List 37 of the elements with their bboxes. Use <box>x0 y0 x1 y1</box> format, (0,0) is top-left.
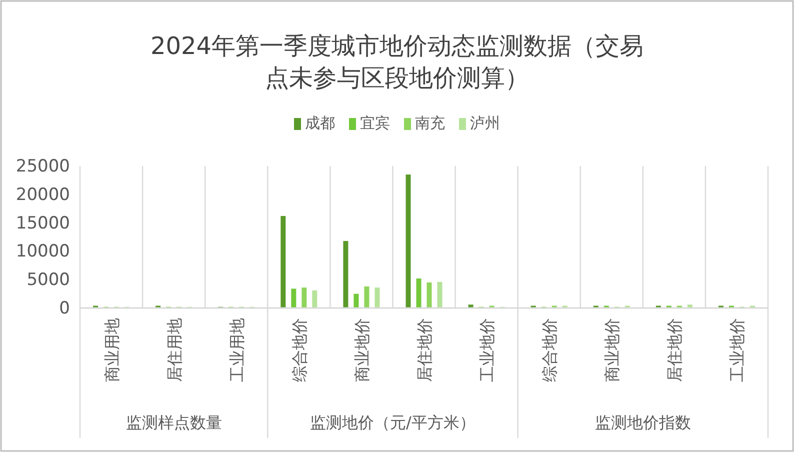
bar <box>437 282 442 308</box>
text: 监测地价（元/平方米） <box>310 413 476 432</box>
bar <box>426 282 432 308</box>
bar <box>374 288 380 308</box>
y-tick-label: 15000 <box>16 213 70 234</box>
text: 监测地价指数 <box>594 413 691 432</box>
x-tick-label: 商业地价 <box>352 318 372 382</box>
y-tick-label: 0 <box>59 298 70 318</box>
x-tick-label: 工业用地 <box>227 318 246 382</box>
legend-label: 宜宾 <box>360 114 390 132</box>
chart-title: 2024年第一季度城市地价动态监测数据（交易点未参与区段地价测算） <box>150 32 644 92</box>
bar <box>302 288 307 308</box>
x-tick-label: 工业地价 <box>478 318 497 382</box>
x-tick-label: 居住地价 <box>415 318 434 382</box>
bar <box>406 174 411 308</box>
x-tick-label: 综合地价 <box>540 318 560 382</box>
bar <box>280 216 286 308</box>
bar <box>343 240 348 308</box>
legend-label: 成都 <box>305 114 335 132</box>
y-tick-label: 5000 <box>26 270 70 290</box>
x-tick-label: 商业地价 <box>602 318 622 382</box>
legend-label: 南充 <box>415 114 445 132</box>
x-tick-label: 商业用地 <box>102 318 122 382</box>
x-tick-label: 综合地价 <box>290 318 309 382</box>
x-tick-label: 居住地价 <box>665 318 684 382</box>
legend-label: 泸州 <box>470 114 500 132</box>
x-tick-label: 居住用地 <box>164 318 184 382</box>
y-tick-label: 10000 <box>16 242 70 262</box>
y-tick-label: 25000 <box>16 156 70 176</box>
bar <box>291 288 296 308</box>
bar <box>416 278 422 308</box>
bar <box>354 294 359 308</box>
text: 监测样点数量 <box>126 413 222 432</box>
bar <box>364 286 370 308</box>
bar <box>312 290 318 308</box>
x-tick-label: 工业地价 <box>728 318 747 382</box>
y-tick-label: 20000 <box>16 184 70 205</box>
